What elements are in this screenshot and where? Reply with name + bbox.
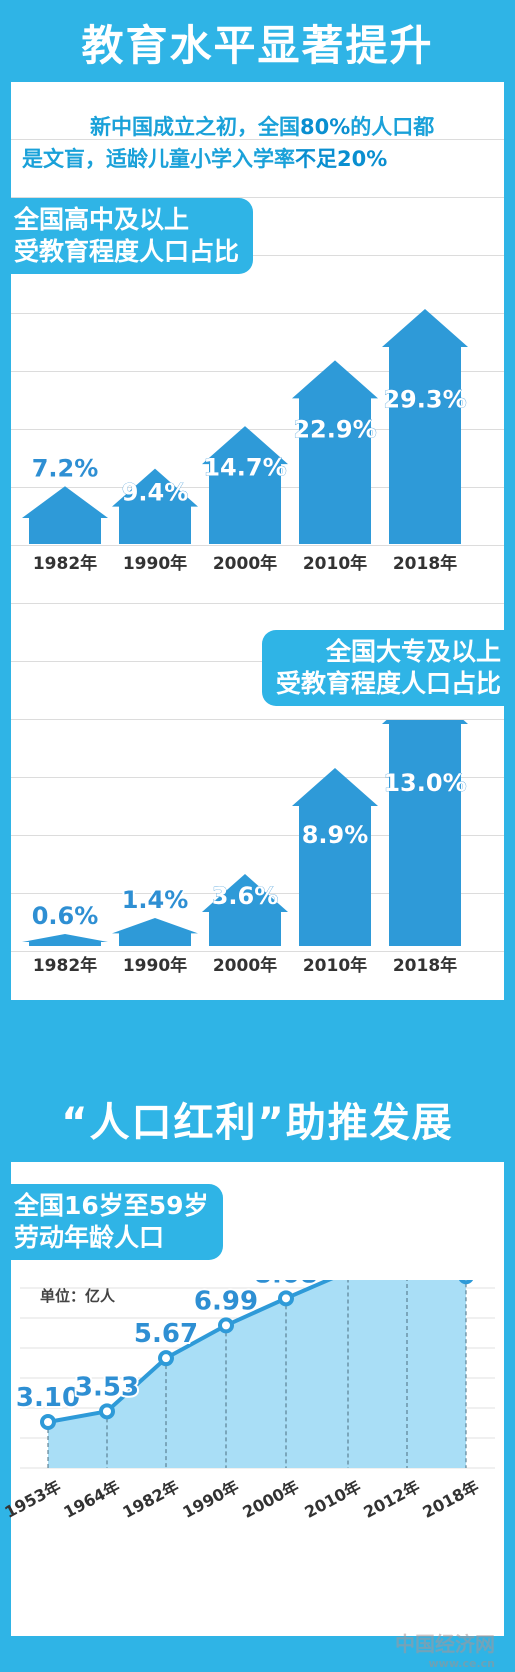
chart1-value-label: 29.3% (383, 386, 466, 414)
x-category-label: 2018年 (419, 1477, 481, 1522)
chart2-title-line1: 全国大专及以上 (325, 637, 501, 666)
chart2-value-label: 3.6% (212, 882, 279, 910)
chart1-category-label: 2018年 (393, 553, 457, 574)
point-value-label: 8.08 (254, 1280, 318, 1289)
x-category-label: 2000年 (239, 1477, 301, 1522)
chart3-title-line2: 劳动年龄人口 (14, 1223, 165, 1252)
chart2-category-label: 2000年 (213, 955, 277, 976)
chart1-title: 全国高中及以上 受教育程度人口占比 (0, 198, 254, 274)
chart1-bar (22, 486, 108, 544)
intro-line-1-c: 的人口都 (350, 115, 435, 139)
series-line (47, 1280, 334, 1424)
chart2-value-label: 13.0% (383, 769, 466, 797)
intro-line-1-highlight: 80% (300, 115, 351, 139)
chart1-category-label: 2010年 (303, 553, 367, 574)
chart2-category-label: 2018年 (393, 955, 457, 976)
chart2-value-label: 0.6% (32, 902, 99, 930)
intro-line-2-a: 是文盲，适龄儿童小学入学率 (22, 147, 295, 171)
chart2-bar (292, 768, 378, 946)
chart2-svg: 0.6% 1982年 1.4% 1990年 3.6% 2000年 8.9% 2010年 13.0… (22, 720, 468, 976)
x-category-label: 1982年 (119, 1477, 181, 1522)
section2-title: “人口红利”助推发展 (61, 1100, 454, 1146)
intro-line-2-highlight: 不足20% (295, 147, 388, 171)
chart1-bar (382, 309, 468, 544)
watermark-text: 中国经济网 (395, 1632, 495, 1656)
chart1-value-label: 7.2% (32, 454, 99, 482)
area-fill (48, 1280, 466, 1468)
chart2-bar (202, 874, 288, 946)
intro-line-1: 新中国成立之初，全国80%的人口都 (90, 112, 434, 143)
chart3-title-line1: 全国16岁至59岁 (14, 1191, 209, 1220)
x-category-label: 1990年 (179, 1477, 241, 1522)
chart1-category-label: 1990年 (123, 553, 187, 574)
chart2-bar (382, 720, 468, 946)
chart1-bar (112, 468, 198, 544)
intro-line-2: 是文盲，适龄儿童小学入学率不足20% (22, 144, 387, 175)
point-value-label: 5.67 (134, 1319, 198, 1349)
unit-label: 单位：亿人 (40, 1287, 116, 1305)
data-point (40, 1414, 56, 1430)
chart1-bar (292, 360, 378, 544)
chart1-value-label: 22.9% (293, 415, 376, 443)
chart1-value-label: 14.7% (203, 454, 286, 482)
data-point (158, 1350, 174, 1367)
page-title: 教育水平显著提升 (81, 21, 434, 70)
chart1-category-label: 1982年 (33, 553, 97, 574)
chart1-bar (202, 426, 288, 544)
chart2-title: 全国大专及以上 受教育程度人口占比 (261, 630, 515, 706)
chart2-category-label: 1990年 (123, 955, 187, 976)
intro-line-1-a: 新中国成立之初，全国 (90, 115, 300, 139)
chart2-bar (112, 918, 198, 946)
chart3-svg: 单位：亿人3.103.535.676.998.089.169.228.97195… (1, 1280, 495, 1522)
chart1-svg: 7.2% 1982年 9.4% 1990年 14.7% 2000年 22.9% 2010年 29… (22, 309, 468, 574)
chart1-title-line2: 受教育程度人口占比 (14, 237, 240, 266)
chart3-title: 全国16岁至59岁 劳动年龄人口 (0, 1184, 223, 1260)
chart2-value-label: 8.9% (302, 821, 369, 849)
data-point (218, 1317, 234, 1334)
data-point (458, 1280, 474, 1285)
point-value-label: 3.10 (16, 1383, 80, 1413)
x-category-label: 1964年 (60, 1477, 122, 1522)
chart2-category-label: 2010年 (303, 955, 367, 976)
chart2-value-label: 1.4% (122, 886, 189, 914)
chart1-value-label: 9.4% (122, 478, 189, 506)
watermark: 中国经济网 www.ce.cn (395, 1628, 495, 1670)
x-category-label: 2010年 (301, 1477, 363, 1522)
x-category-label: 2012年 (360, 1477, 422, 1522)
watermark-url: www.ce.cn (428, 1657, 495, 1670)
chart2-title-line2: 受教育程度人口占比 (275, 669, 501, 698)
chart1-category-label: 2000年 (213, 553, 277, 574)
chart2-bar (22, 934, 108, 946)
data-point (278, 1290, 294, 1307)
chart1-title-line1: 全国高中及以上 (14, 205, 190, 234)
point-value-label: 6.99 (194, 1286, 258, 1316)
data-point (99, 1403, 115, 1420)
chart2-category-label: 1982年 (33, 955, 97, 976)
point-value-label: 3.53 (75, 1372, 139, 1402)
x-category-label: 1953年 (1, 1477, 63, 1522)
